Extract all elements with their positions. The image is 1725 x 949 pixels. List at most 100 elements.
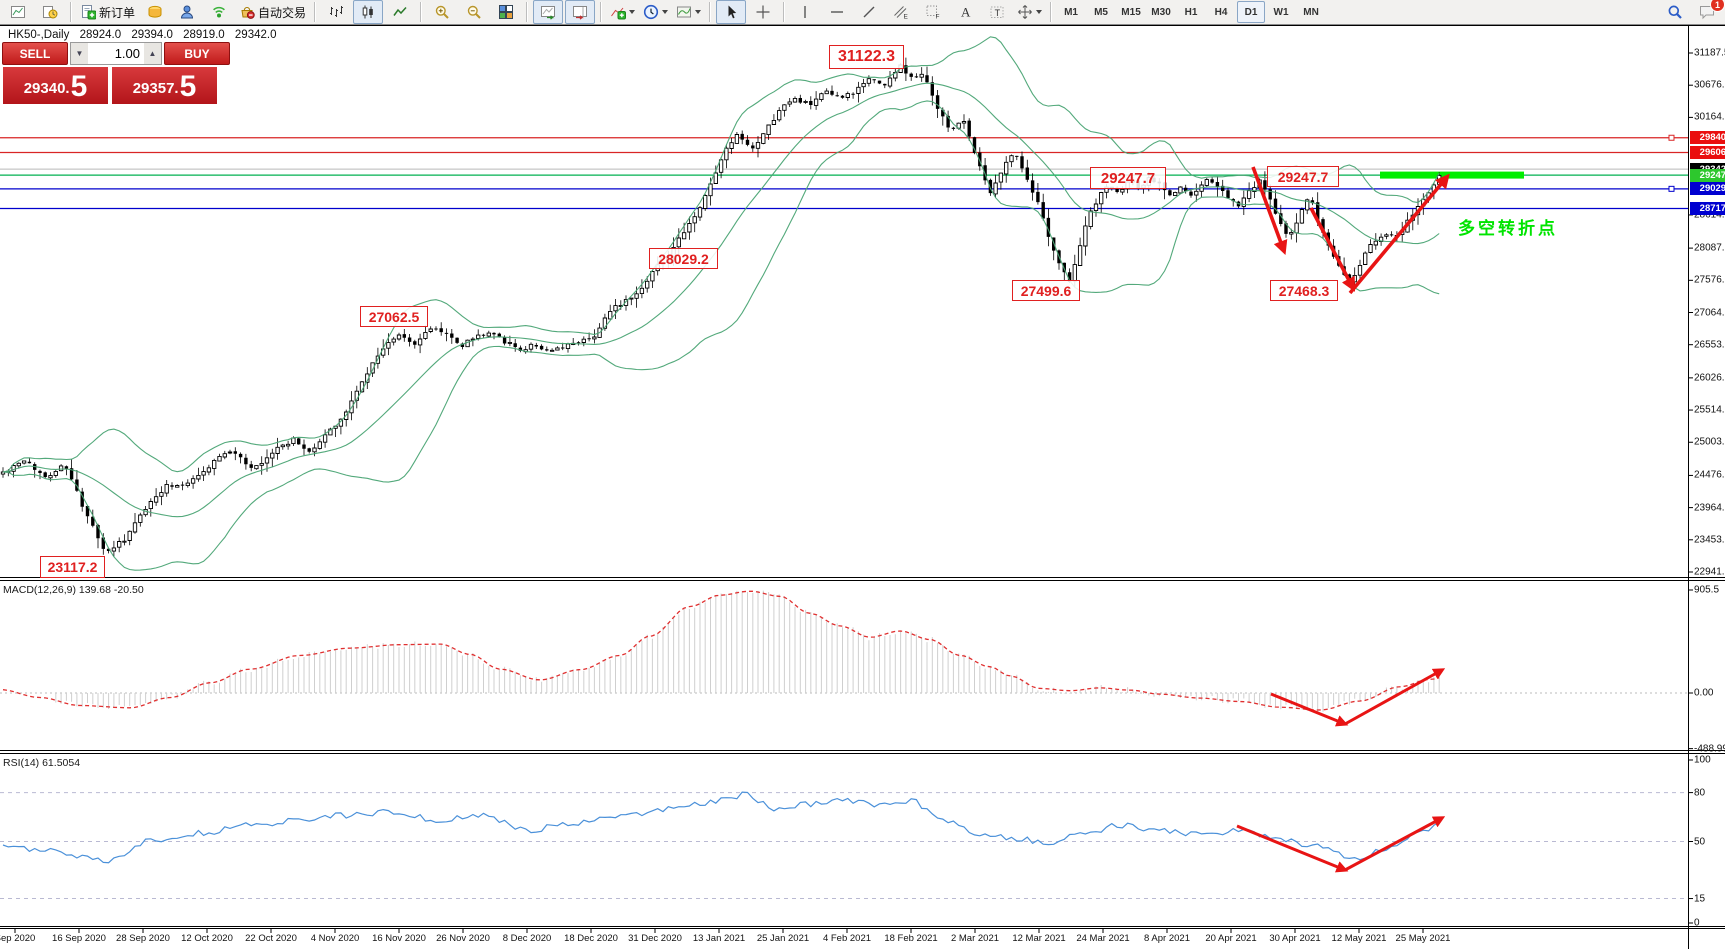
horizontal-line-button[interactable] <box>822 0 852 24</box>
price-annotation-27499.6[interactable]: 27499.6 <box>1012 280 1080 301</box>
timeframe-button-mn[interactable]: MN <box>1303 6 1319 18</box>
chart-window-icon[interactable] <box>3 0 33 24</box>
time-axis-label: 25 May 2021 <box>1395 933 1451 944</box>
trend-arrow-rsi-2[interactable] <box>1344 816 1446 872</box>
tile-windows-button[interactable] <box>491 0 521 24</box>
candles-up <box>0 64 1442 552</box>
volume-decrease-button[interactable]: ▼ <box>71 43 88 64</box>
bar-chart-button[interactable] <box>321 0 351 24</box>
zoom-out-glyph <box>467 5 481 19</box>
macd-plot <box>0 590 1688 727</box>
line-chart-button[interactable] <box>385 0 415 24</box>
text-button[interactable]: A <box>950 0 980 24</box>
macd-axis-tick: 905.5 <box>1694 584 1720 596</box>
crosshair-glyph <box>756 5 770 19</box>
arrows-glyph <box>1018 5 1032 19</box>
fibonacci-button[interactable]: E <box>886 0 916 24</box>
profiles-icon[interactable] <box>35 0 65 24</box>
rsi-plot <box>0 791 1688 900</box>
auto-scroll-button[interactable] <box>533 0 564 24</box>
buy-price-big-digit: 5 <box>179 70 197 103</box>
time-axis-label: Sep 2020 <box>0 933 36 944</box>
price-tag-28717.0[interactable]: 28717.0 <box>1690 201 1725 215</box>
sell-price-display[interactable]: 29340. 5 <box>2 66 109 105</box>
crosshair-button[interactable] <box>748 0 778 24</box>
price-axis-tick: 27576.0 <box>1694 274 1725 286</box>
price-tag-29606.7[interactable]: 29606.7 <box>1690 145 1725 159</box>
price-annotation-23117.2[interactable]: 23117.2 <box>40 556 105 578</box>
sell-button[interactable]: SELL <box>2 42 68 65</box>
price-axis-tick: 24476.0 <box>1694 469 1725 481</box>
chevron-down-icon[interactable] <box>629 10 636 14</box>
timeframe-button-m15[interactable]: M15 <box>1121 6 1141 18</box>
ohlc-open: 28924.0 <box>79 29 122 41</box>
toolbar-separator <box>600 2 603 22</box>
indicators-button[interactable] <box>607 0 638 24</box>
trend-arrow-main-3[interactable] <box>1348 173 1450 295</box>
search-button[interactable] <box>1660 0 1690 24</box>
fibonacci-glyph: E <box>894 6 909 20</box>
zoom-in-button[interactable] <box>427 0 457 24</box>
trend-arrow-rsi-1[interactable] <box>1236 824 1349 873</box>
timeframe-button-h4[interactable]: H4 <box>1214 6 1228 18</box>
timeframe-button-w1[interactable]: W1 <box>1273 6 1289 18</box>
timeframe-button-m5[interactable]: M5 <box>1094 6 1108 18</box>
timeframe-button-m1[interactable]: M1 <box>1064 6 1078 18</box>
vertical-line-button[interactable] <box>790 0 820 24</box>
candlestick-chart-button[interactable] <box>353 0 384 24</box>
time-axis-label: 16 Nov 2020 <box>372 933 426 944</box>
buy-price-display[interactable]: 29357. 5 <box>111 66 218 105</box>
zoom-out-button[interactable] <box>459 0 489 24</box>
buy-button[interactable]: BUY <box>164 42 230 65</box>
chevron-down-icon[interactable] <box>1036 10 1043 14</box>
svg-text:T: T <box>995 8 1001 18</box>
templates-button[interactable] <box>673 0 704 24</box>
bull-bear-turning-point-note[interactable]: 多空转折点 <box>1458 219 1558 238</box>
equidistant-channel-button[interactable]: F <box>918 0 948 24</box>
arrows-button[interactable] <box>1014 0 1045 24</box>
price-annotation-27062.5[interactable]: 27062.5 <box>360 306 428 327</box>
time-axis-label: 28 Sep 2020 <box>116 933 170 944</box>
market-watch-icon-glyph <box>148 5 162 18</box>
price-axis-tick: 23964.5 <box>1694 502 1725 514</box>
trend-arrow-main-2[interactable] <box>1309 207 1356 292</box>
price-annotation-31122.3[interactable]: 31122.3 <box>829 45 904 69</box>
timeframe-button-h1[interactable]: H1 <box>1184 6 1198 18</box>
notifications-button[interactable]: 1 <box>1692 0 1725 24</box>
trend-arrow-macd-2[interactable] <box>1344 668 1446 726</box>
chart-shift-button[interactable] <box>565 0 596 24</box>
periods-button[interactable] <box>640 0 671 24</box>
new-order-button[interactable]: 新订单 <box>77 0 138 24</box>
time-axis-label: 16 Sep 2020 <box>52 933 106 944</box>
signal-icon[interactable] <box>204 0 234 24</box>
timeframe-button-d1[interactable]: D1 <box>1237 1 1266 23</box>
cursor-button[interactable] <box>716 0 747 24</box>
data-window-icon[interactable] <box>172 0 202 24</box>
volume-field[interactable]: 1.00 <box>114 46 140 61</box>
timeframe-button-m30[interactable]: M30 <box>1151 6 1171 18</box>
chevron-down-icon[interactable] <box>662 10 669 14</box>
price-annotation-28029.2[interactable]: 28029.2 <box>649 248 718 269</box>
line-handle[interactable] <box>1668 185 1675 192</box>
green-highlight-bar[interactable] <box>1380 171 1524 179</box>
price-annotation-29247.7[interactable]: 29247.7 <box>1267 166 1339 187</box>
chevron-down-icon[interactable] <box>695 10 702 14</box>
trendline-button[interactable] <box>854 0 884 24</box>
price-tag-29247.7[interactable]: 29247.7 <box>1690 168 1725 182</box>
trend-arrow-main-1[interactable] <box>1251 166 1288 256</box>
text-label-button[interactable]: T <box>982 0 1012 24</box>
price-tag-29840.9[interactable]: 29840.9 <box>1690 131 1725 145</box>
price-annotation-29247.7[interactable]: 29247.7 <box>1090 167 1166 189</box>
volume-increase-button[interactable]: ▲ <box>144 43 161 64</box>
auto-trading-button[interactable]: 自动交易 <box>236 0 309 24</box>
price-annotation-27468.3[interactable]: 27468.3 <box>1270 280 1338 301</box>
cursor-glyph <box>728 5 737 19</box>
market-watch-icon[interactable] <box>140 0 170 24</box>
symbol-ohlc-line: HK50-,Daily 28924.0 29394.0 28919.0 2934… <box>8 29 283 41</box>
line-handle[interactable] <box>1668 134 1675 141</box>
time-axis-label: 18 Dec 2020 <box>564 933 618 944</box>
price-tag-29029.2[interactable]: 29029.2 <box>1690 182 1725 196</box>
macd-axis-tick: -488.99 <box>1694 743 1725 755</box>
trend-arrow-macd-1[interactable] <box>1270 692 1349 727</box>
